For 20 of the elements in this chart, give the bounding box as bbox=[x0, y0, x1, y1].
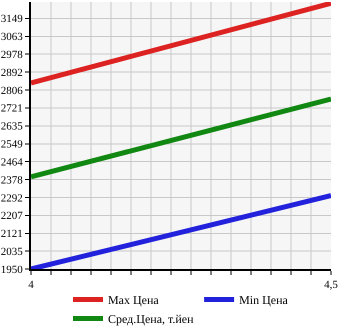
y-tick-label: 2978 bbox=[0, 48, 24, 61]
y-tick-label: 2207 bbox=[0, 210, 24, 222]
y-tick-label: 2464 bbox=[0, 156, 24, 168]
x-tick-label: 4,5 bbox=[324, 279, 338, 292]
x-tick-label: 4 bbox=[28, 279, 34, 292]
y-tick-label: 3149 bbox=[0, 13, 24, 26]
y-tick-label: 2806 bbox=[0, 84, 24, 97]
y-tick-label: 2035 bbox=[0, 246, 24, 258]
y-tick-label: 1950 bbox=[0, 264, 24, 276]
legend-label: Min Цена bbox=[239, 293, 289, 308]
legend-label: Max Цена bbox=[108, 293, 160, 308]
y-tick-label: 2549 bbox=[0, 138, 24, 151]
y-tick-label: 2721 bbox=[0, 102, 23, 115]
y-tick-label: 2378 bbox=[0, 174, 24, 186]
legend-label: Сред.Цена, т.йен bbox=[108, 312, 194, 326]
y-tick-label: 2892 bbox=[0, 66, 23, 79]
y-tick-label: 3063 bbox=[0, 31, 24, 44]
y-tick-label: 2635 bbox=[0, 120, 24, 133]
y-tick-label: 2121 bbox=[0, 228, 23, 240]
y-tick-label: 2292 bbox=[0, 192, 23, 204]
